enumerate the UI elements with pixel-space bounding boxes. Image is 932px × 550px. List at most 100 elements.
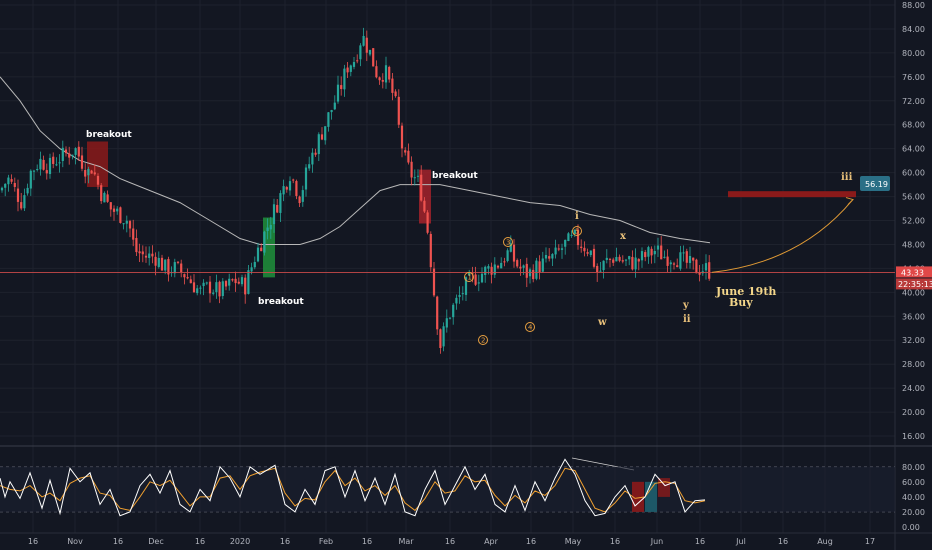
candle-body-37 <box>119 207 122 223</box>
indicator-tick-1: 60.00 <box>902 478 925 487</box>
candle-body-70 <box>224 281 228 287</box>
candle-body-174 <box>557 248 560 250</box>
price-tick-12: 40.00 <box>902 288 925 297</box>
candle-body-74 <box>237 281 240 284</box>
wave-iii-label: iii <box>841 172 853 183</box>
price-tick-10: 48.00 <box>902 240 925 249</box>
candle-body-0 <box>0 187 4 191</box>
stoch-d-line <box>0 467 706 513</box>
price-tick-16: 24.00 <box>902 384 925 393</box>
indicator-tick-0: 80.00 <box>902 463 925 472</box>
wave-5-circle <box>572 226 582 236</box>
candle-body-19 <box>61 147 64 161</box>
indicator-tick-2: 40.00 <box>902 493 925 502</box>
candle-body-110 <box>352 62 356 67</box>
wave-2-circle <box>478 335 488 345</box>
candle-body-121 <box>388 66 391 80</box>
candle-body-92 <box>295 181 298 196</box>
candle-body-133 <box>426 212 429 233</box>
candle-body-75 <box>240 277 244 285</box>
candle-body-163 <box>522 265 525 268</box>
candle-body-200 <box>640 251 644 261</box>
candle-body-61 <box>196 288 199 294</box>
price-tick-15: 28.00 <box>902 360 925 369</box>
price-tick-6: 64.00 <box>902 145 925 154</box>
candle-body-103 <box>330 110 333 113</box>
candle-body-197 <box>631 256 634 270</box>
time-tick-2: 16 <box>113 537 123 546</box>
candle-body-95 <box>304 167 308 190</box>
candle-body-112 <box>359 45 362 60</box>
indicator-axis[interactable]: 80.00 60.00 40.00 20.00 0.00 <box>902 463 925 532</box>
candle-body-138 <box>442 326 445 347</box>
candle-body-125 <box>400 125 404 149</box>
candle-body-42 <box>135 237 138 253</box>
candle-body-209 <box>669 262 672 265</box>
candle-body-176 <box>564 239 567 247</box>
candle-body-115 <box>368 49 372 55</box>
candle-body-114 <box>365 37 368 53</box>
candle-body-20 <box>64 149 68 154</box>
candle-body-43 <box>138 251 141 254</box>
candle-body-131 <box>420 174 423 201</box>
candle-body-4 <box>13 182 16 187</box>
candle-body-124 <box>397 96 400 125</box>
time-tick-6: 16 <box>280 537 290 546</box>
candle-body-63 <box>202 282 205 287</box>
candle-body-191 <box>612 259 615 263</box>
candle-body-82 <box>263 231 266 253</box>
candle-body-161 <box>516 260 519 267</box>
candle-body-159 <box>509 243 512 252</box>
target-badge <box>860 176 890 191</box>
ma-line <box>0 76 711 245</box>
time-tick-1: Nov <box>67 537 83 546</box>
stoch-red-box-2 <box>658 478 670 497</box>
candle-body-132 <box>423 200 426 212</box>
candle-body-18 <box>58 162 61 164</box>
candle-body-213 <box>682 252 685 254</box>
candle-body-36 <box>116 208 119 212</box>
candle-body-56 <box>180 263 183 273</box>
candle-body-167 <box>535 260 538 279</box>
candle-body-45 <box>144 255 148 258</box>
time-tick-10: 16 <box>445 537 455 546</box>
price-tick-0: 88.00 <box>902 1 925 10</box>
wave-1-label: 1 <box>468 274 472 282</box>
candle-body-44 <box>141 251 144 255</box>
candle-body-145 <box>464 277 468 295</box>
time-axis[interactable]: 16 Nov 16 Dec 16 2020 16 Feb 16 Mar 16 Apr 16 May 16 Ju… <box>28 537 875 546</box>
candle-body-203 <box>650 248 653 256</box>
candle-body-179 <box>573 229 576 235</box>
candle-body-202 <box>647 247 650 257</box>
candle-body-143 <box>458 295 461 297</box>
stochastic-panel <box>0 458 895 517</box>
candle-body-96 <box>308 164 311 169</box>
candle-body-90 <box>288 181 292 191</box>
resistance-zone <box>728 191 856 198</box>
candle-body-141 <box>452 304 455 318</box>
price-axis[interactable]: 88.00 84.00 80.00 76.00 72.00 68.00 64.00 60.00… <box>896 1 932 441</box>
candle-body-185 <box>592 248 596 267</box>
candle-body-162 <box>519 266 522 269</box>
candle-body-29 <box>93 172 96 175</box>
candle-body-207 <box>663 256 666 258</box>
candle-body-199 <box>637 259 640 262</box>
candle-body-187 <box>599 270 602 272</box>
candle-body-168 <box>538 261 541 273</box>
stoch-band-fill <box>0 466 895 512</box>
candle-body-85 <box>272 204 276 225</box>
candle-body-149 <box>477 282 480 284</box>
candle-body-160 <box>512 244 516 262</box>
candle-body-38 <box>122 223 125 225</box>
candle-body-181 <box>580 246 583 248</box>
candle-body-214 <box>685 251 688 263</box>
candle-body-88 <box>282 186 285 195</box>
time-tick-19: Aug <box>817 537 833 546</box>
time-tick-18: 16 <box>778 537 788 546</box>
candle-body-139 <box>445 318 448 328</box>
candle-body-108 <box>346 67 349 73</box>
candle-body-155 <box>496 265 500 268</box>
time-tick-5: 2020 <box>230 537 250 546</box>
candle-body-97 <box>311 152 314 165</box>
